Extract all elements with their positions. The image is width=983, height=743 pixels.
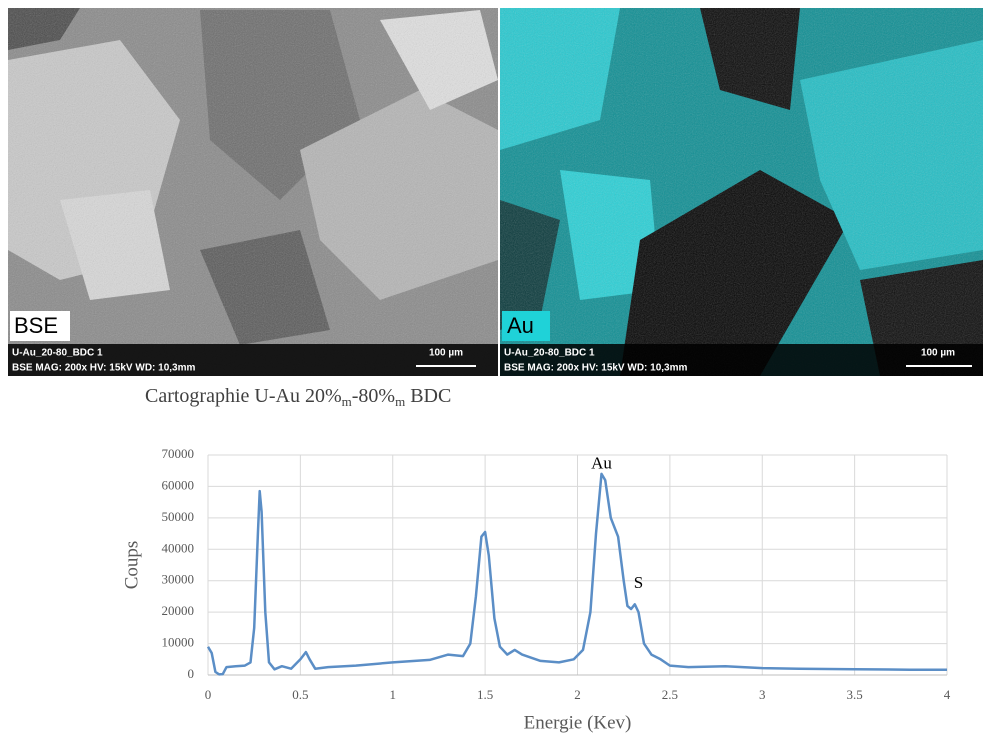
y-tick-label: 30000 (162, 572, 195, 587)
image-label: Au (507, 313, 534, 338)
caption: Cartographie U-Au 20%m-80%m BDC (145, 385, 451, 409)
info-bar (8, 344, 498, 376)
caption-subscript: m (395, 394, 405, 409)
scale-label: 100 µm (921, 348, 955, 359)
sem-settings: BSE MAG: 200x HV: 15kV WD: 10,3mm (504, 363, 688, 374)
x-axis-title: Energie (Kev) (524, 712, 632, 733)
y-tick-label: 50000 (162, 509, 195, 524)
y-tick-label: 70000 (162, 446, 195, 461)
x-tick-label: 3.5 (847, 687, 863, 702)
caption-part: -80% (352, 385, 395, 407)
y-tick-label: 20000 (162, 603, 195, 618)
au-image (500, 8, 983, 376)
caption-part: Cartographie U-Au 20% (145, 385, 342, 407)
x-tick-label: 0 (205, 687, 212, 702)
sem-settings: BSE MAG: 200x HV: 15kV WD: 10,3mm (12, 363, 196, 374)
x-tick-label: 4 (944, 687, 951, 702)
y-tick-label: 40000 (162, 540, 195, 555)
peak-annotation: Au (591, 453, 612, 472)
caption-part: BDC (405, 385, 451, 407)
spectrum-line (206, 472, 947, 676)
bse-image (8, 8, 498, 376)
chart: 0 10000 20000 30000 40000 50000 60000 70000 0 0.5… (121, 446, 950, 733)
y-tick-label: 60000 (162, 477, 195, 492)
x-tick-label: 1 (390, 687, 397, 702)
image-label: BSE (14, 313, 58, 338)
scale-label: 100 µm (429, 348, 463, 359)
label-box (10, 311, 70, 341)
label-box (502, 311, 550, 341)
y-tick-label: 10000 (162, 635, 195, 650)
caption-subscript: m (342, 394, 352, 409)
x-tick-label: 3 (759, 687, 766, 702)
sample-name: U-Au_20-80_BDC 1 (504, 348, 595, 359)
y-axis-title: Coups (121, 541, 142, 590)
y-tick-label: 0 (188, 666, 195, 681)
x-tick-label: 2.5 (662, 687, 678, 702)
sample-name: U-Au_20-80_BDC 1 (12, 348, 103, 359)
peak-annotation: S (634, 573, 643, 592)
x-tick-label: 0.5 (292, 687, 308, 702)
x-tick-label: 1.5 (477, 687, 493, 702)
x-tick-label: 2 (574, 687, 581, 702)
info-bar (500, 344, 983, 376)
